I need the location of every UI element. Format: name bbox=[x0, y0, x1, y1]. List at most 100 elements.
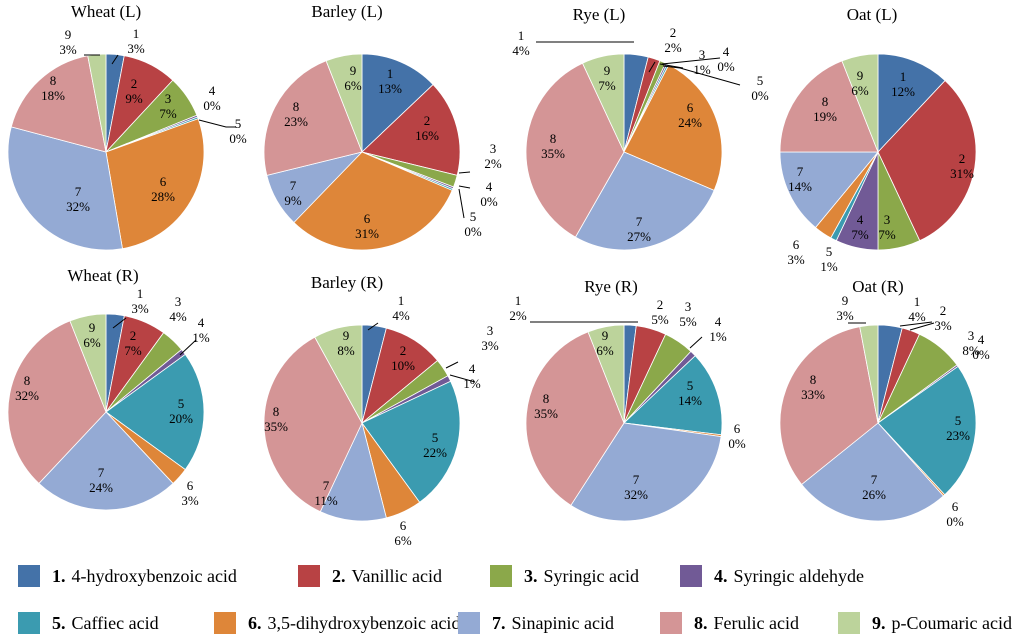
legend-label-9: p-Coumaric acid bbox=[891, 612, 1012, 633]
pie-2: Rye (L)1 4%2 2% 3 1%4 0%5 0%6 24%7 27%8 35%9 7% bbox=[512, 5, 769, 251]
legend-number-5: 5. bbox=[52, 612, 66, 633]
pie-3-slice-7 bbox=[779, 151, 879, 229]
legend-swatch-9 bbox=[838, 612, 860, 634]
pie-4-slice-5 bbox=[105, 353, 205, 471]
pie-6-label-9: 9 6% bbox=[596, 328, 614, 358]
pie-7-label-9: 9 3% bbox=[836, 293, 854, 323]
leader-line-19 bbox=[899, 321, 933, 327]
pie-3-slice-1 bbox=[877, 53, 946, 154]
pie-7-label-5: 5 23% bbox=[946, 413, 970, 443]
legend-item-5: 5. Caffiec acid bbox=[18, 609, 159, 637]
pie-1: Barley (L) 1 13% 2 16% 3 2% 4 0%5 0% 6 31% 7 9% 8 23% 9 6… bbox=[263, 2, 502, 251]
pie-0-label-2: 2 9% bbox=[125, 76, 143, 106]
pie-3-label-6: 6 3% bbox=[787, 237, 805, 267]
leader-line-11 bbox=[112, 317, 127, 329]
pie-0-slice-7 bbox=[7, 126, 123, 251]
legend-number-7: 7. bbox=[492, 612, 506, 633]
pie-0-label-1: 1 3% bbox=[127, 26, 145, 56]
pie-1-label-6: 6 31% bbox=[355, 211, 379, 241]
pie-7-slice-5 bbox=[877, 365, 977, 496]
pie-4: Wheat (R)1 3% 2 7% 3 4% 4 1% 5 20% 6 3% 7 24% 8 32% 9 6% bbox=[7, 266, 210, 511]
pie-4-label-9: 9 6% bbox=[83, 320, 101, 350]
pie-2-label-5: 5 0% bbox=[751, 73, 769, 103]
pie-0-label-7: 7 32% bbox=[66, 184, 90, 214]
pie-6-label-6: 6 0% bbox=[728, 421, 746, 451]
pie-7-label-2: 2 3% bbox=[934, 303, 952, 333]
pie-5-label-4: 4 1% bbox=[463, 361, 481, 391]
legend-swatch-6 bbox=[214, 612, 236, 634]
legend-number-1: 1. bbox=[52, 565, 66, 586]
leader-line-4 bbox=[648, 61, 656, 73]
pie-5-label-1: 1 4% bbox=[392, 293, 410, 323]
pie-6-label-4: 4 1% bbox=[709, 314, 727, 344]
pie-0: Wheat (L) 1 3% 2 9% 3 7% 4 0% 5 0% 6 28% 7 32% 8 18% 9 3% bbox=[7, 2, 247, 251]
pie-2-label-4: 4 0% bbox=[717, 44, 735, 74]
legend-item-7: 7. Sinapinic acid bbox=[458, 609, 614, 637]
legend-swatch-5 bbox=[18, 612, 40, 634]
pie-4-label-3: 3 4% bbox=[169, 294, 187, 324]
pie-1-label-2: 2 16% bbox=[415, 113, 439, 143]
pie-7: Oat (R) 1 4% 2 3% 3 8%4 0% 5 23% 6 0% 7 26% 8 33% 9 3% bbox=[779, 277, 990, 529]
pie-3-label-2: 2 31% bbox=[950, 151, 974, 181]
pie-4-label-1: 1 3% bbox=[131, 286, 149, 316]
legend-label-5: Caffiec acid bbox=[71, 612, 159, 633]
pie-4-slice-8 bbox=[7, 320, 107, 485]
pie-7-label-6: 6 0% bbox=[946, 499, 964, 529]
legend-label-8: Ferulic acid bbox=[713, 612, 799, 633]
pie-1-label-7: 7 9% bbox=[284, 178, 302, 208]
pie-2-label-7: 7 27% bbox=[627, 214, 651, 244]
legend-label-6: 3,5-dihydroxybenzoic acid bbox=[267, 612, 461, 633]
pie-7-label-7: 7 26% bbox=[862, 472, 886, 502]
pie-6: Rye (R) 1 2% 2 5% 3 5% 4 1% 5 14% 6 0% 7 32% 8 35% 9 6% bbox=[509, 277, 746, 522]
pie-5-label-7: 7 11% bbox=[314, 478, 338, 508]
pie-3-label-4: 4 7% bbox=[851, 212, 869, 242]
pie-2-title: Rye (L) bbox=[573, 5, 626, 24]
pie-4-label-8: 8 32% bbox=[15, 373, 39, 403]
pie-5-label-9: 9 8% bbox=[337, 328, 355, 358]
legend-item-3: 3. Syringic acid bbox=[490, 562, 639, 590]
legend-number-6: 6. bbox=[248, 612, 262, 633]
legend: 1. 4-hydroxybenzoic acid 2. Vanillic acid 3.… bbox=[0, 548, 1024, 638]
leader-line-6 bbox=[661, 57, 721, 65]
pie-7-title: Oat (R) bbox=[852, 277, 903, 296]
pie-0-label-9: 9 3% bbox=[59, 27, 77, 57]
legend-label-7: Sinapinic acid bbox=[511, 612, 614, 633]
pie-5-label-3: 3 3% bbox=[481, 323, 499, 353]
leader-line-15 bbox=[449, 374, 476, 383]
pie-1-label-5: 5 0% bbox=[464, 209, 482, 239]
legend-number-9: 9. bbox=[872, 612, 886, 633]
pie-0-label-6: 6 28% bbox=[151, 174, 175, 204]
pie-3-label-7: 7 14% bbox=[788, 164, 812, 194]
leader-line-0 bbox=[111, 54, 119, 65]
legend-item-6: 6. 3,5-dihydroxybenzoic acid bbox=[214, 609, 460, 637]
pie-2-label-9: 9 7% bbox=[598, 63, 616, 93]
pie-charts-svg: Wheat (L)1 3%2 9% 3 7%4 0%5 0%6 28%7 32%8 18%9 3%B… bbox=[7, 2, 990, 548]
legend-swatch-1 bbox=[18, 565, 40, 587]
pie-2-label-6: 6 24% bbox=[678, 100, 702, 130]
leader-line-7 bbox=[662, 65, 741, 86]
pie-3-title: Oat (L) bbox=[847, 5, 898, 24]
pie-3-slice-9 bbox=[841, 53, 879, 153]
pie-5-title: Barley (R) bbox=[311, 273, 383, 292]
pie-1-label-1: 1 13% bbox=[378, 66, 402, 96]
pie-7-slice-9 bbox=[859, 324, 879, 424]
leader-line-14 bbox=[445, 361, 459, 369]
pie-5-label-5: 5 22% bbox=[423, 430, 447, 460]
legend-swatch-4 bbox=[680, 565, 702, 587]
legend-item-2: 2. Vanillic acid bbox=[298, 562, 442, 590]
pie-3: Oat (L) 1 12% 2 31% 3 7% 4 7% 5 1% 6 3% 7 14% 8 19% 9 6% bbox=[779, 5, 977, 274]
pie-1-slice-2 bbox=[361, 84, 461, 176]
leader-line-5 bbox=[659, 63, 684, 69]
pie-0-label-5: 5 0% bbox=[229, 116, 247, 146]
pie-0-slice-9 bbox=[87, 53, 107, 153]
leader-line-12 bbox=[179, 339, 197, 356]
pie-7-label-1: 1 4% bbox=[908, 294, 926, 324]
pie-6-label-3: 3 5% bbox=[679, 299, 697, 329]
pie-5: Barley (R) 1 4% 2 10% 3 3%4 1% 5 22% 6 6% 7 11% 8 35% 9 8… bbox=[263, 273, 499, 548]
legend-number-2: 2. bbox=[332, 565, 346, 586]
pie-3-slice-8 bbox=[779, 60, 879, 153]
pie-1-slice-9 bbox=[325, 53, 363, 153]
pie-4-slice-9 bbox=[69, 313, 107, 413]
pie-4-label-4: 4 1% bbox=[192, 315, 210, 345]
pie-5-label-8: 8 35% bbox=[264, 404, 288, 434]
